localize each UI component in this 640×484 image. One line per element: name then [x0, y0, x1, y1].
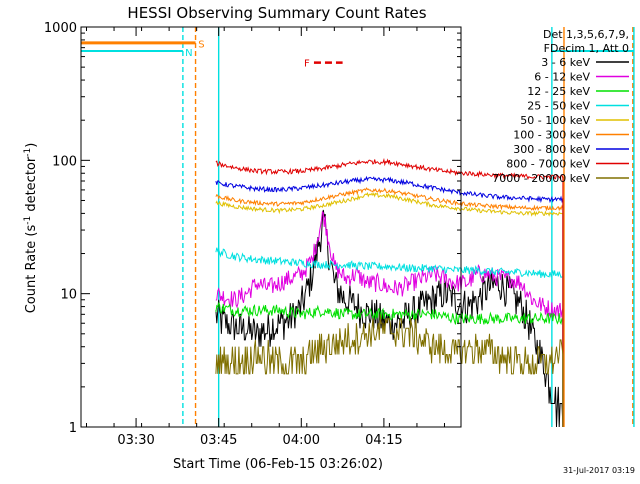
axes: 03:30 03:45 04:00 04:15 1 10 100 1000: [44, 21, 462, 448]
x-tick-label-1: 03:45: [200, 433, 237, 448]
x-tick-label-0: 03:30: [117, 433, 154, 448]
legend-label-8: 7000 - 20000 keV: [492, 172, 590, 185]
flag-label-0: S: [198, 40, 204, 51]
legend-label-0: 3 - 6 keV: [541, 56, 590, 69]
y-axis-label: Count Rate (s-1 detector-1): [23, 143, 39, 314]
legend-label-1: 6 - 12 keV: [534, 71, 590, 84]
legend-label-3: 25 - 50 keV: [527, 100, 590, 113]
x-tick-label-3: 04:15: [365, 433, 402, 448]
flags-layer: SN F: [185, 40, 343, 70]
legend-label-6: 300 - 800 keV: [513, 143, 590, 156]
series-line-6: [215, 175, 564, 427]
series-line-0: [215, 209, 564, 428]
svg-text:Count Rate (s-1 detector-1): Count Rate (s-1 detector-1): [23, 143, 39, 314]
legend-label-7: 800 - 7000 keV: [506, 158, 590, 171]
legend: Det 1,3,5,6,7,9, FDecim 1, Att 0 3 - 6 k…: [492, 28, 629, 185]
series-line-5: [215, 187, 564, 427]
x-axis-label: Start Time (06-Feb-15 03:26:02): [173, 457, 383, 472]
y-tick-label-0: 1: [69, 421, 77, 436]
y-tick-label-3: 1000: [44, 21, 77, 36]
series-line-3: [215, 247, 564, 427]
legend-header-line-1: Det 1,3,5,6,7,9,: [543, 28, 629, 41]
series-line-8: [215, 314, 564, 427]
vertical-markers: [81, 27, 635, 427]
x-tick-label-2: 04:00: [283, 433, 320, 448]
series-line-2: [215, 301, 564, 427]
legend-label-5: 100 - 300 keV: [513, 129, 590, 142]
y-tick-label-2: 100: [52, 154, 77, 169]
legend-label-4: 50 - 100 keV: [520, 114, 590, 127]
series-line-4: [215, 192, 564, 427]
footer-timestamp: 31-Jul-2017 03:19: [563, 466, 635, 475]
series-line-1: [215, 210, 564, 427]
plot-frame: [80, 26, 462, 428]
legend-header-line-2: FDecim 1, Att 0: [544, 42, 629, 55]
chart-title: HESSI Observing Summary Count Rates: [127, 4, 426, 22]
flag-label-2: F: [304, 59, 310, 70]
series-layer: [215, 157, 564, 428]
legend-label-2: 12 - 25 keV: [527, 85, 590, 98]
flag-label-1: N: [185, 48, 192, 59]
series-line-7: [215, 157, 564, 427]
y-tick-label-1: 10: [60, 288, 77, 303]
